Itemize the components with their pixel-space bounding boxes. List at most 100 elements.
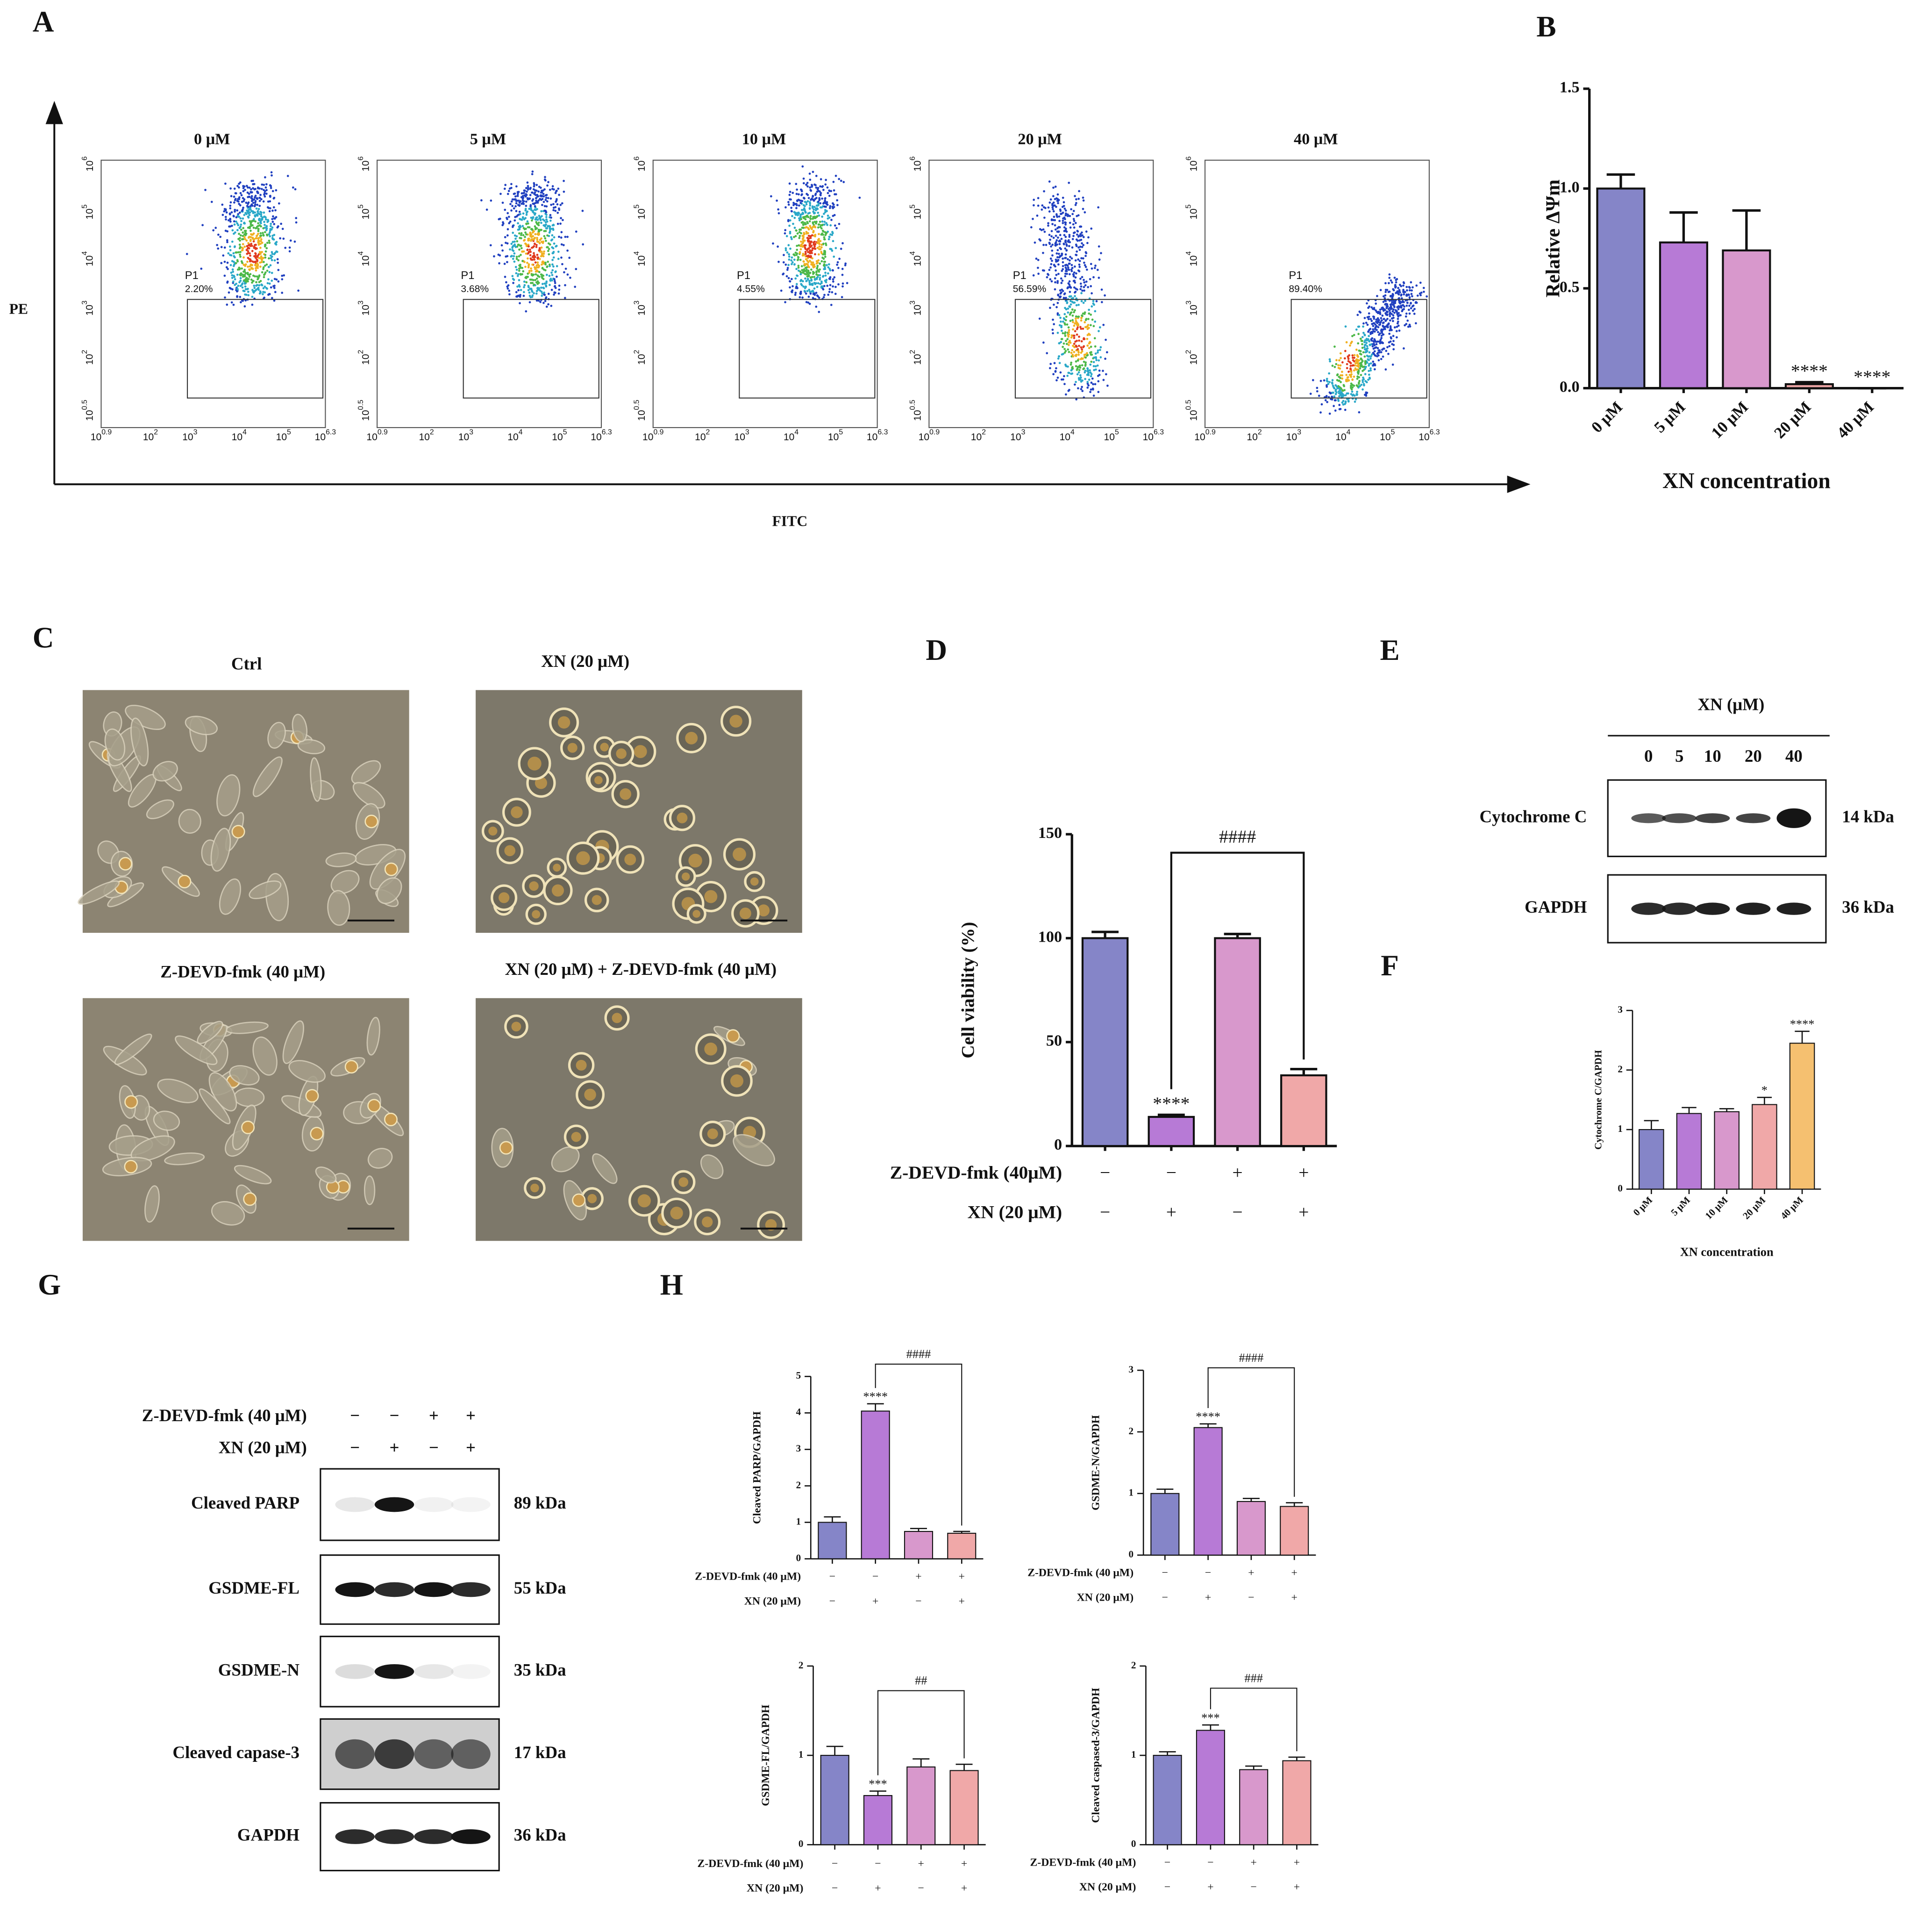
event-dot bbox=[1338, 395, 1340, 398]
event-dot bbox=[268, 293, 271, 295]
event-dot bbox=[506, 212, 509, 215]
event-dot bbox=[1070, 264, 1073, 266]
event-dot bbox=[1349, 367, 1352, 370]
event-dot bbox=[513, 243, 516, 246]
event-dot bbox=[508, 289, 511, 292]
event-dot bbox=[245, 185, 248, 187]
event-dot bbox=[1366, 339, 1369, 342]
event-dot bbox=[1381, 315, 1384, 317]
event-dot bbox=[563, 179, 565, 182]
event-dot bbox=[1388, 309, 1391, 312]
event-dot bbox=[524, 231, 527, 234]
event-dot bbox=[228, 286, 231, 289]
cell-core bbox=[707, 1128, 718, 1139]
row-label: GAPDH bbox=[1525, 897, 1587, 916]
event-dot bbox=[809, 225, 812, 227]
event-dot bbox=[1070, 369, 1073, 372]
event-dot bbox=[813, 244, 816, 246]
event-dot bbox=[297, 289, 299, 292]
event-dot bbox=[1046, 276, 1048, 279]
event-dot bbox=[522, 192, 525, 194]
event-dot bbox=[541, 277, 544, 279]
x-axis-label: XN concentration bbox=[1662, 469, 1831, 494]
event-dot bbox=[823, 293, 826, 296]
event-dot bbox=[247, 290, 250, 293]
event-dot bbox=[815, 282, 818, 285]
cell bbox=[351, 760, 381, 785]
event-dot bbox=[258, 257, 260, 259]
condition-sign: + bbox=[959, 1595, 965, 1607]
event-dot bbox=[1071, 238, 1074, 240]
event-dot bbox=[1077, 351, 1080, 354]
event-dot bbox=[515, 268, 518, 271]
event-dot bbox=[1054, 224, 1056, 227]
event-dot bbox=[1351, 379, 1354, 381]
event-dot bbox=[1090, 263, 1092, 265]
panel-label: G bbox=[38, 1268, 61, 1301]
error-bar bbox=[913, 1758, 930, 1767]
event-dot bbox=[520, 254, 522, 256]
event-dot bbox=[1077, 315, 1079, 318]
event-dot bbox=[784, 247, 787, 250]
event-dot bbox=[1355, 358, 1358, 361]
event-dot bbox=[1394, 284, 1397, 286]
event-dot bbox=[846, 282, 848, 285]
event-dot bbox=[826, 201, 828, 204]
event-dot bbox=[531, 228, 534, 231]
event-dot bbox=[554, 271, 557, 273]
condition-sign: − bbox=[1164, 1881, 1170, 1893]
event-dot bbox=[260, 211, 263, 214]
event-dot bbox=[233, 246, 236, 248]
event-dot bbox=[1033, 199, 1035, 201]
cell-core bbox=[567, 743, 577, 753]
event-dot bbox=[818, 214, 820, 217]
tick-label: 106 bbox=[633, 156, 647, 171]
event-dot bbox=[281, 274, 284, 277]
event-dot bbox=[1068, 236, 1071, 238]
cell bbox=[178, 808, 201, 834]
tick-exponent: 4 bbox=[357, 251, 365, 255]
event-dot bbox=[1068, 234, 1071, 236]
event-dot bbox=[1397, 312, 1400, 315]
event-dot bbox=[539, 300, 542, 303]
event-dot bbox=[1089, 369, 1091, 372]
event-dot bbox=[1335, 385, 1338, 388]
event-dot bbox=[284, 246, 287, 249]
event-dot bbox=[820, 282, 823, 285]
event-dot bbox=[261, 218, 264, 221]
event-dot bbox=[224, 296, 226, 299]
event-dot bbox=[260, 225, 262, 228]
event-dot bbox=[541, 191, 543, 194]
tick-exponent: 4 bbox=[519, 429, 523, 436]
event-dot bbox=[1090, 345, 1092, 348]
event-dot bbox=[794, 235, 797, 237]
event-dot bbox=[1092, 276, 1095, 279]
event-dot bbox=[512, 224, 514, 227]
event-dot bbox=[561, 263, 563, 265]
event-dot bbox=[525, 310, 528, 313]
event-dot bbox=[236, 295, 239, 298]
significance: *** bbox=[1201, 1711, 1220, 1724]
event-dot bbox=[517, 229, 520, 231]
cell-core bbox=[637, 1194, 651, 1208]
event-dot bbox=[818, 243, 821, 245]
event-dot bbox=[1049, 266, 1052, 269]
y-tick-label: 0 bbox=[796, 1552, 801, 1563]
event-dot bbox=[240, 194, 243, 197]
event-dot bbox=[1391, 363, 1394, 366]
event-dot bbox=[264, 265, 266, 267]
event-dot bbox=[531, 191, 534, 194]
event-dot bbox=[1361, 340, 1364, 342]
condition-label: XN (20 μM) bbox=[1077, 1591, 1134, 1603]
event-dot bbox=[1072, 273, 1075, 276]
event-dot bbox=[1068, 181, 1070, 184]
event-dot bbox=[796, 252, 798, 255]
event-dot bbox=[244, 232, 247, 235]
event-dot bbox=[1094, 352, 1097, 355]
event-dot bbox=[534, 205, 536, 207]
event-dot bbox=[1102, 370, 1104, 372]
error-bar bbox=[1224, 932, 1251, 938]
error-bar bbox=[1159, 1751, 1176, 1756]
event-dot bbox=[264, 271, 267, 274]
event-dot bbox=[833, 276, 836, 279]
